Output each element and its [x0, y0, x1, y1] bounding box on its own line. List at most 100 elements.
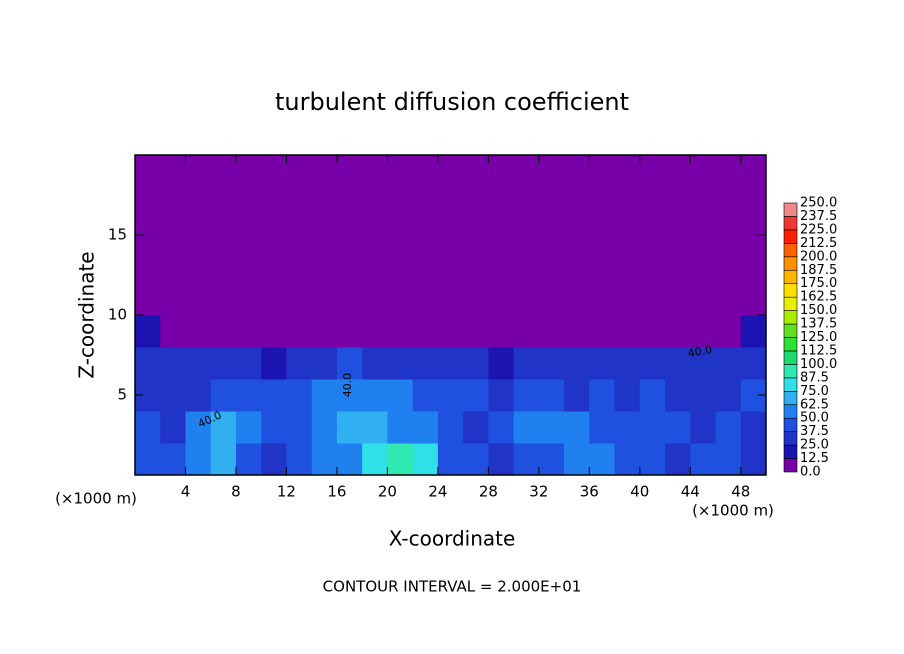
colorbar-label: 100.0	[800, 357, 837, 372]
field-cell	[235, 315, 262, 348]
field-cell	[210, 283, 237, 316]
field-cell	[740, 187, 767, 220]
field-cell	[387, 315, 414, 348]
x-tick-label: 40	[630, 483, 649, 501]
field-cell	[538, 251, 565, 284]
x-tick-label: 48	[731, 483, 750, 501]
field-cell	[715, 347, 742, 380]
colorbar-box	[783, 283, 798, 298]
field-cell	[362, 251, 388, 284]
field-cell	[463, 411, 489, 444]
colorbar-box	[783, 216, 798, 231]
field-cell	[639, 251, 666, 284]
field-cell	[513, 443, 540, 476]
field-cell	[740, 283, 767, 316]
field-cell	[564, 443, 590, 476]
field-cell	[362, 443, 388, 476]
field-cell	[210, 315, 237, 348]
field-cell	[286, 155, 313, 188]
field-cell	[639, 219, 666, 252]
colorbar-label: 200.0	[800, 249, 837, 264]
field-cell	[690, 379, 717, 412]
colorbar-box	[783, 202, 798, 217]
x-tick-label: 36	[580, 483, 599, 501]
field-cell	[235, 443, 262, 476]
field-cell	[336, 155, 363, 188]
x-tick-label: 44	[681, 483, 700, 501]
colorbar-box	[783, 350, 798, 365]
field-cell	[614, 347, 641, 380]
field-cell	[210, 411, 237, 444]
field-cell	[261, 315, 287, 348]
x-tick-label: 32	[529, 483, 548, 501]
field-cell	[336, 283, 363, 316]
field-cell	[513, 251, 540, 284]
field-cell	[261, 219, 287, 252]
field-cell	[614, 379, 641, 412]
field-cell	[564, 283, 590, 316]
field-cell	[589, 187, 616, 220]
colorbar-box	[783, 229, 798, 244]
field-cell	[463, 347, 489, 380]
field-cell	[740, 347, 767, 380]
field-cell	[488, 443, 515, 476]
colorbar-label: 25.0	[800, 438, 829, 453]
field-cell	[362, 315, 388, 348]
field-cell	[488, 411, 515, 444]
colorbar-box	[783, 243, 798, 258]
field-cell	[639, 379, 666, 412]
field-cell	[235, 251, 262, 284]
field-cell	[513, 155, 540, 188]
field-cell	[286, 315, 313, 348]
field-cell	[437, 379, 464, 412]
field-cell	[387, 443, 414, 476]
field-cell	[463, 187, 489, 220]
field-cell	[589, 283, 616, 316]
field-cell	[665, 379, 691, 412]
field-cell	[564, 379, 590, 412]
field-cell	[488, 315, 515, 348]
field-cell	[235, 219, 262, 252]
colorbar-label: 37.5	[800, 424, 829, 439]
field-cell	[513, 283, 540, 316]
field-cell	[362, 219, 388, 252]
field-cell	[715, 379, 742, 412]
field-cell	[690, 347, 717, 380]
colorbar-label: 162.5	[800, 290, 837, 305]
field-cell	[488, 155, 515, 188]
x-tick-label: 8	[231, 483, 241, 501]
field-cell	[185, 347, 212, 380]
field-cell	[311, 283, 338, 316]
field-cell	[387, 283, 414, 316]
field-cell	[463, 315, 489, 348]
field-cell	[160, 219, 186, 252]
field-cell	[362, 283, 388, 316]
field-cell	[311, 411, 338, 444]
field-cell	[589, 155, 616, 188]
field-cell	[488, 379, 515, 412]
field-cell	[286, 219, 313, 252]
field-cell	[463, 219, 489, 252]
x-tick-label: 16	[327, 483, 346, 501]
colorbar-label: 187.5	[800, 263, 837, 278]
field-cell	[210, 155, 237, 188]
contour-label: 40.0	[687, 343, 713, 360]
field-cell	[715, 155, 742, 188]
field-cell	[261, 251, 287, 284]
x-tick-label: 28	[479, 483, 498, 501]
field-cell	[690, 443, 717, 476]
field-cell	[387, 379, 414, 412]
field-cell	[311, 379, 338, 412]
field-cell	[336, 315, 363, 348]
field-cell	[286, 379, 313, 412]
x-tick-label: 20	[378, 483, 397, 501]
field-cell	[286, 187, 313, 220]
field-cell	[639, 411, 666, 444]
field-cell	[336, 219, 363, 252]
field-cell	[463, 155, 489, 188]
colorbar-box	[783, 364, 798, 379]
field-cell	[614, 155, 641, 188]
field-cell	[160, 411, 186, 444]
field-cell	[639, 347, 666, 380]
y-tick-label: 15	[108, 226, 127, 244]
